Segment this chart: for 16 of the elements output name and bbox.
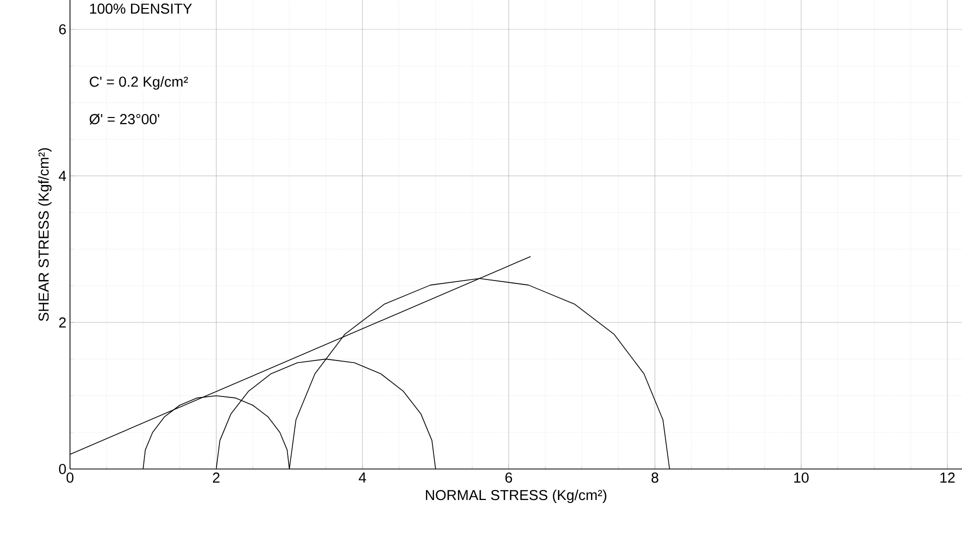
x-tick-label: 6 [505, 472, 512, 483]
x-tick-label: 0 [66, 472, 74, 483]
x-tick-label: 10 [794, 472, 809, 483]
annotation: C' = 0.2 Kg/cm² [90, 76, 188, 90]
y-tick-label: 6 [59, 24, 66, 34]
y-tick-label: 4 [58, 170, 66, 181]
annotation: Ø' = 23°00' [90, 114, 160, 124]
annotation: 100% DENSITY [90, 4, 192, 14]
y-tick-label: 0 [59, 464, 66, 474]
y-tick-label: 2 [59, 317, 66, 328]
x-tick-label: 4 [358, 472, 366, 482]
x-tick-label: 8 [652, 472, 658, 483]
y-axis-title: SHEAR STRESS (Kgf/cm²) [38, 148, 52, 322]
x-tick-label: 12 [940, 472, 955, 483]
x-tick-label: 2 [212, 472, 220, 483]
x-axis-title: NORMAL STRESS (Kg/cm²) [426, 490, 606, 504]
